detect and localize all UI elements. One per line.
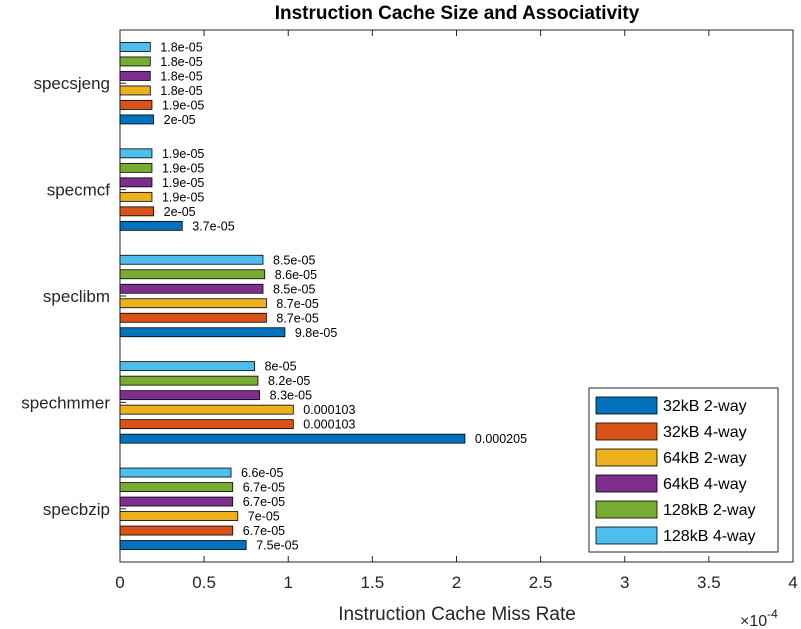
- x-tick-label: 0.5: [192, 573, 216, 592]
- bar: [119, 467, 232, 478]
- legend-swatch: [595, 500, 658, 519]
- y-tick-label: specbzip: [43, 500, 110, 519]
- data-label: 2e-05: [164, 113, 196, 127]
- bar: [119, 540, 247, 550]
- bar: [119, 327, 286, 338]
- data-label: 8.5e-05: [273, 282, 315, 296]
- data-label: 1.8e-05: [160, 69, 202, 83]
- data-label: 9.8e-05: [295, 326, 337, 340]
- x-tick-label: 2.5: [529, 573, 553, 592]
- data-label: 1.9e-05: [162, 176, 204, 190]
- data-label: 0.000103: [303, 418, 355, 432]
- legend-swatch: [595, 448, 658, 467]
- bar: [119, 148, 153, 159]
- bar: [119, 433, 466, 444]
- legend-swatch: [595, 422, 658, 441]
- data-label: 2e-05: [164, 205, 196, 219]
- data-label: 6.6e-05: [241, 466, 283, 480]
- data-label: 1.9e-05: [162, 147, 204, 161]
- bar: [119, 191, 153, 202]
- legend-label: 32kB 2-way: [663, 398, 747, 415]
- y-axis: specsjeng specmcf speclibm spechmmer specbzi…: [21, 74, 126, 519]
- legend-swatch: [595, 526, 658, 545]
- data-label: 0.000205: [475, 432, 527, 446]
- data-label: 8.7e-05: [276, 311, 318, 325]
- bar: [119, 85, 151, 96]
- x-tick-label: 3: [620, 573, 629, 592]
- data-label: 8e-05: [265, 360, 297, 374]
- data-label: 7e-05: [248, 510, 280, 524]
- data-label: 8.3e-05: [270, 389, 312, 403]
- bar: [119, 375, 259, 386]
- x-tick-label: 0: [115, 573, 124, 592]
- bar: [119, 42, 151, 52]
- data-label: 8.7e-05: [276, 297, 318, 311]
- bar: [119, 206, 155, 217]
- bar: [119, 482, 234, 492]
- data-label: 1.9e-05: [162, 190, 204, 204]
- y-tick-label: specsjeng: [33, 74, 110, 93]
- data-label: 3.7e-05: [192, 219, 234, 233]
- bar: [119, 177, 153, 188]
- y-tick-label: specmcf: [47, 181, 111, 200]
- bar: [119, 525, 234, 536]
- bars-layer: 2e-051.9e-051.8e-051.8e-051.8e-051.8e-05…: [119, 40, 527, 553]
- x-tick-label: 2: [452, 573, 461, 592]
- x-axis-label: Instruction Cache Miss Rate: [338, 604, 576, 625]
- bar: [119, 404, 294, 415]
- x-tick-label: 3.5: [697, 573, 721, 592]
- bar: [119, 511, 239, 521]
- legend-label: 64kB 2-way: [663, 450, 747, 467]
- x-axis-exponent: ×10-4: [740, 607, 778, 629]
- data-label: 6.7e-05: [243, 495, 285, 509]
- chart-title: Instruction Cache Size and Associativity: [275, 3, 640, 24]
- bar: [119, 419, 294, 430]
- bar: [119, 283, 264, 294]
- data-label: 7.5e-05: [256, 539, 298, 553]
- legend-label: 128kB 4-way: [663, 528, 756, 545]
- data-label: 0.000103: [303, 403, 355, 417]
- legend-label: 128kB 2-way: [663, 502, 756, 519]
- legend-swatch: [595, 396, 658, 415]
- y-tick-label: speclibm: [43, 287, 110, 306]
- data-label: 1.9e-05: [162, 98, 204, 112]
- bar: [119, 269, 266, 280]
- x-tick-label: 4: [788, 573, 797, 592]
- data-label: 1.8e-05: [160, 40, 202, 54]
- data-label: 6.7e-05: [243, 524, 285, 538]
- bar: [119, 361, 256, 372]
- y-tick-label: spechmmer: [21, 393, 110, 412]
- legend-label: 64kB 4-way: [663, 476, 747, 493]
- x-axis: 0 0.5 1 1.5 2 2.5 3 3.5 4: [115, 30, 798, 592]
- data-label: 1.9e-05: [162, 161, 204, 175]
- bar: [119, 220, 183, 231]
- bar: [119, 56, 151, 67]
- data-label: 8.5e-05: [273, 253, 315, 267]
- bar: [119, 162, 153, 173]
- data-label: 6.7e-05: [243, 481, 285, 495]
- bar: [119, 114, 155, 125]
- legend-box: [588, 387, 779, 553]
- data-label: 1.8e-05: [160, 84, 202, 98]
- bar: [119, 390, 261, 401]
- x-tick-label: 1: [284, 573, 293, 592]
- bar: [119, 71, 151, 81]
- bar: [119, 100, 153, 110]
- bar: [119, 496, 234, 507]
- data-label: 8.6e-05: [275, 268, 317, 282]
- legend-swatch: [595, 474, 658, 493]
- bar: [119, 298, 267, 309]
- legend: 32kB 2-way 32kB 4-way 64kB 2-way 64kB 4-way…: [588, 387, 779, 553]
- bar: [119, 254, 264, 265]
- x-tick-label: 1.5: [361, 573, 385, 592]
- data-label: 8.2e-05: [268, 374, 310, 388]
- data-label: 1.8e-05: [160, 55, 202, 69]
- bar: [119, 312, 267, 323]
- legend-label: 32kB 4-way: [663, 424, 747, 441]
